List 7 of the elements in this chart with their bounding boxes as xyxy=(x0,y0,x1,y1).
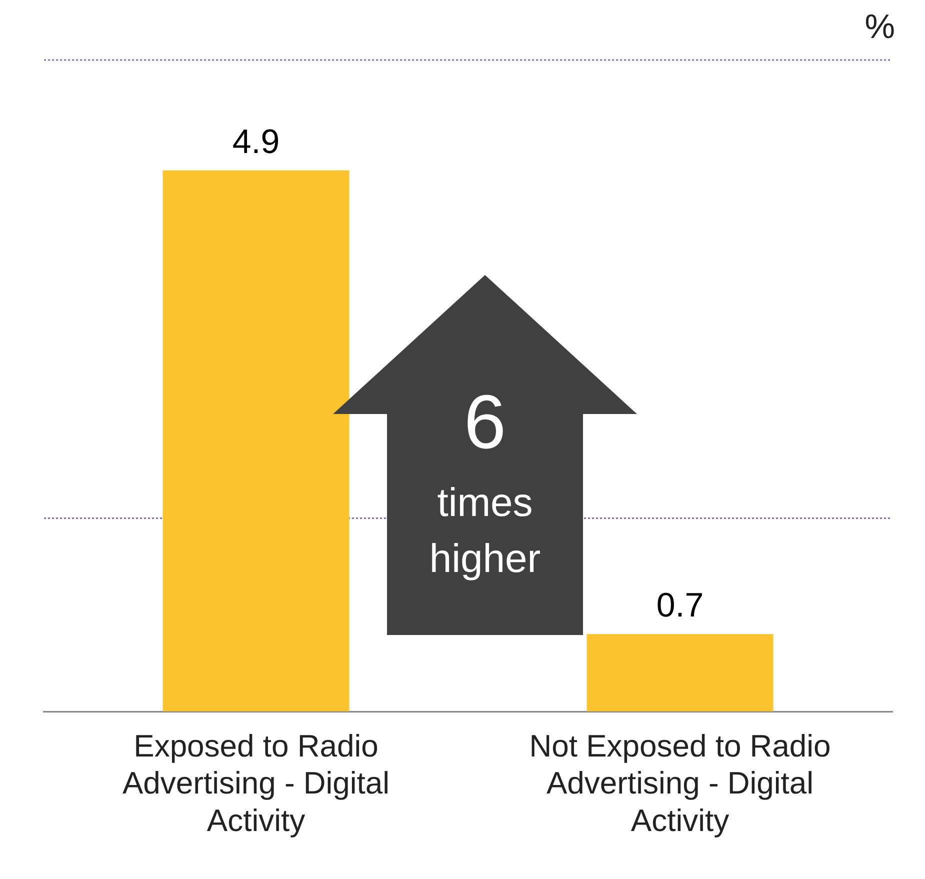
data-label: 0.7 xyxy=(656,586,704,624)
annotation: 6 xyxy=(462,380,508,466)
x-tick-label: Not Exposed to Radio Advertising - Digital Activity xyxy=(529,728,831,838)
x-tick-label: Exposed to Radio Advertising - Digital Activity xyxy=(122,728,390,838)
data-label: 4.9 xyxy=(232,122,280,161)
y-axis-title: % xyxy=(864,8,895,47)
annotation: times higher xyxy=(428,480,542,583)
